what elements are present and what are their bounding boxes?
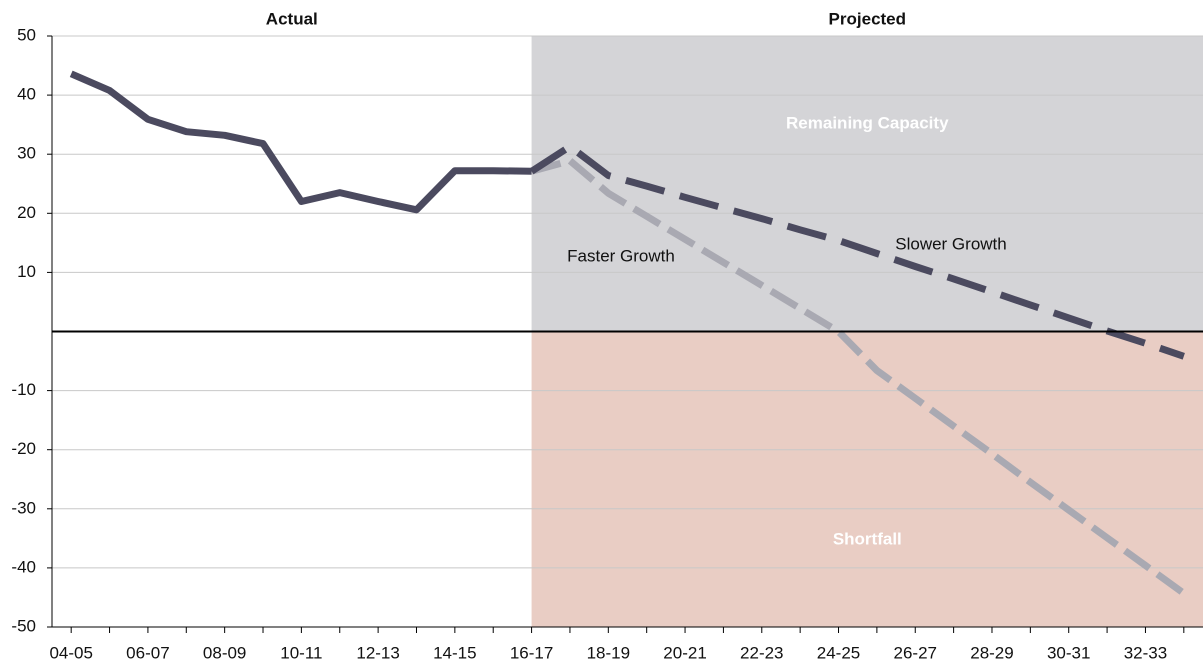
series-line — [529, 143, 1185, 360]
labels-layer: 50 40 30 20 10 -10 -20 -30 -40 -50 04-05 06-07 08-09… — [11, 9, 1203, 662]
background-layer — [531, 36, 1203, 627]
y-tick-label: 30 — [17, 144, 36, 163]
x-tick-label: 26-27 — [894, 643, 937, 662]
y-tick-label: 10 — [17, 262, 36, 281]
x-tick-label: 10-11 — [280, 643, 322, 662]
x-tick-label: 22-23 — [740, 643, 783, 662]
region-label: Remaining Capacity — [786, 113, 949, 132]
y-tick-label: -10 — [11, 380, 36, 399]
x-tick-label: 32-33 — [1124, 643, 1167, 662]
section-label: Projected — [829, 9, 906, 28]
y-tick-label: -50 — [11, 616, 36, 635]
series-label: Slower Growth — [895, 234, 1006, 253]
y-tick-label: -20 — [11, 439, 36, 458]
y-tick-label: 40 — [17, 85, 36, 104]
x-tick-label: 08-09 — [203, 643, 246, 662]
x-tick-label: 04-05 — [49, 643, 92, 662]
x-tick-label: 06-07 — [126, 643, 169, 662]
x-tick-label: 16-17 — [510, 643, 553, 662]
series-line — [530, 157, 1186, 597]
x-tick-label: 12-13 — [356, 643, 399, 662]
y-tick-label: 20 — [17, 203, 36, 222]
x-tick-label: 20-21 — [663, 643, 706, 662]
y-tick-label: 50 — [17, 25, 36, 44]
x-tick-label: 24-25 — [817, 643, 860, 662]
section-label: Actual — [266, 9, 318, 28]
y-tick-label: -30 — [11, 498, 36, 517]
x-tick-label: 18-19 — [587, 643, 630, 662]
x-tick-label: 28-29 — [970, 643, 1013, 662]
y-tick-label: -40 — [11, 557, 36, 576]
lines-layer — [69, 70, 1186, 597]
x-tick-label: 14-15 — [433, 643, 476, 662]
shortfall-region — [531, 331, 1203, 627]
region-label: Shortfall — [833, 529, 902, 548]
series-label: Faster Growth — [567, 246, 675, 265]
series-line — [69, 70, 532, 214]
x-tick-label: 30-31 — [1047, 643, 1090, 662]
grid-layer — [52, 35, 1203, 628]
